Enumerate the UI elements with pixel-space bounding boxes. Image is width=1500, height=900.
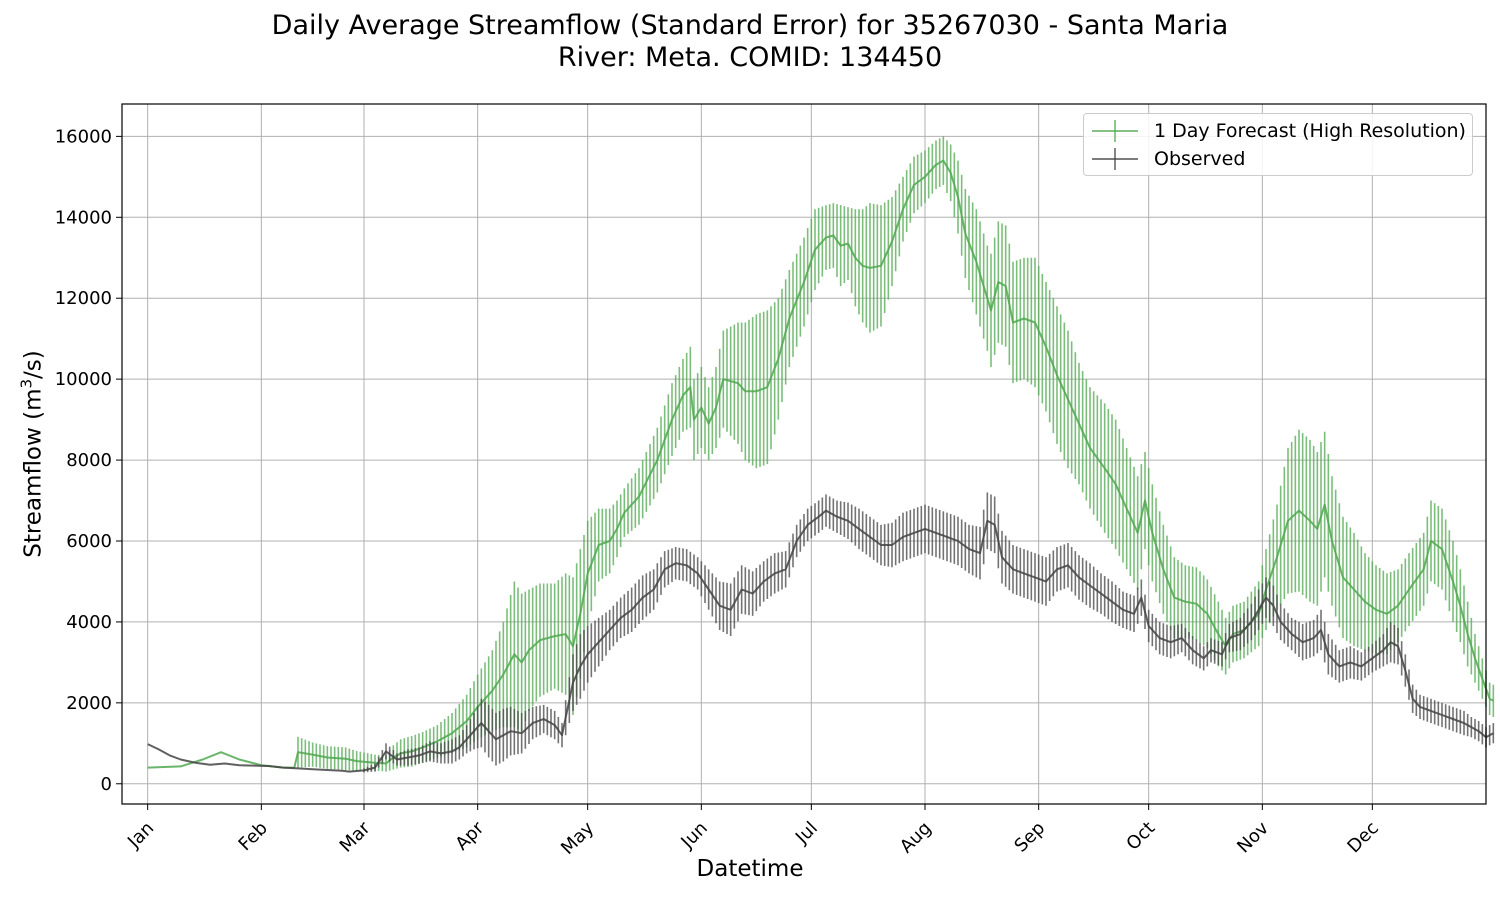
y-tick-label: 2000 [66,693,112,714]
y-tick-label: 14000 [55,207,112,228]
y-tick-label: 0 [101,774,112,795]
series-line [147,509,1494,773]
x-tick-label: May [557,817,598,858]
y-tick-label: 6000 [66,531,112,552]
series-line [147,159,1494,769]
x-tick-label: Oct [1122,818,1159,855]
y-axis-label: Streamflow (m3/s) [18,350,47,558]
grid [122,104,1486,804]
x-tick-label: Mar [336,817,375,856]
y-axis-label-main: Streamflow (m [20,388,47,558]
y-tick-label: 10000 [55,369,112,390]
x-tick-label: Apr [451,817,488,854]
legend-label-observed: Observed [1154,148,1246,170]
series-forecast [147,136,1495,772]
x-tick-label: Dec [1343,818,1382,857]
legend-swatch-observed [1092,148,1138,170]
y-tick-label: 12000 [55,288,112,309]
x-tick-label: Nov [1233,817,1273,857]
y-axis-label-end: /s) [20,350,47,379]
x-tick-label: Jun [676,818,711,853]
x-tick-label: Aug [896,818,936,858]
axis-ticks: Jan Feb Mar Apr May Jun Jul Aug Sep Oct Nov Dec 0 200… [55,126,1383,859]
plot-frame [121,103,1487,805]
legend-item-observed: Observed [1092,146,1468,172]
legend-swatch-forecast [1092,120,1138,142]
plot-series [147,136,1495,773]
chart-title-line-1: Daily Average Streamflow (Standard Error… [271,10,1229,41]
x-axis-label: Datetime [696,856,804,882]
x-tick-label: Jan [123,818,158,853]
x-tick-label: Feb [235,818,272,855]
legend-item-forecast: 1 Day Forecast (High Resolution) [1092,118,1468,144]
y-axis-label-superscript: 3 [17,378,36,389]
x-tick-label: Jul [791,818,822,849]
legend: 1 Day Forecast (High Resolution) Observe… [1083,113,1473,176]
y-tick-label: 4000 [66,612,112,633]
chart-title-line-2: River: Meta. COMID: 134450 [557,42,943,73]
y-tick-label: 16000 [55,126,112,147]
x-tick-label: Sep [1010,818,1049,857]
y-tick-label: 8000 [66,450,112,471]
series-observed [147,492,1495,773]
legend-label-forecast: 1 Day Forecast (High Resolution) [1154,120,1466,142]
